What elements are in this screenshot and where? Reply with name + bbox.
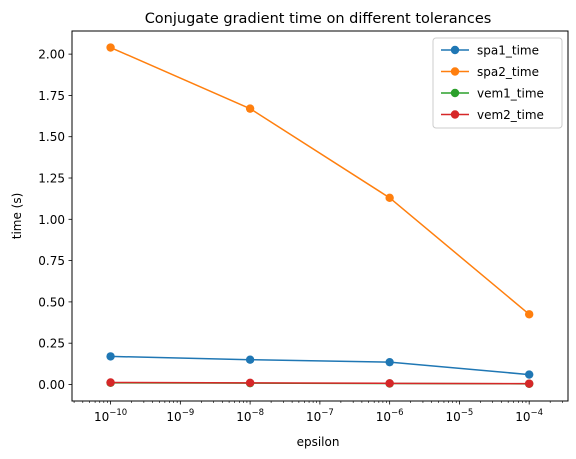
x-tick-base: 10 (236, 410, 251, 424)
x-tick-exponent: −6 (391, 408, 404, 418)
x-tick-exponent: −7 (321, 408, 334, 418)
y-tick-label: 1.50 (38, 130, 65, 144)
data-point (525, 379, 533, 387)
y-tick-label: 0.50 (38, 295, 65, 309)
data-point (385, 194, 393, 202)
legend-label: vem2_time (477, 108, 544, 122)
chart-title: Conjugate gradient time on different tol… (145, 11, 492, 27)
data-point (385, 379, 393, 387)
data-point (525, 370, 533, 378)
x-tick-exponent: −10 (109, 408, 127, 418)
legend-marker (451, 89, 459, 97)
x-tick-exponent: −8 (251, 408, 264, 418)
x-tick-base: 10 (446, 410, 461, 424)
x-tick-exponent: −9 (182, 408, 195, 418)
data-point (525, 310, 533, 318)
x-tick-base: 10 (515, 410, 530, 424)
y-tick-label: 0.00 (38, 378, 65, 392)
data-point (106, 352, 114, 360)
y-axis-title: time (s) (10, 193, 24, 240)
x-tick-base: 10 (306, 410, 321, 424)
data-point (106, 43, 114, 51)
legend-label: spa1_time (477, 44, 539, 58)
legend-label: vem1_time (477, 87, 544, 101)
y-tick-label: 1.00 (38, 213, 65, 227)
x-tick-exponent: −4 (531, 408, 544, 418)
x-tick-exponent: −5 (461, 408, 474, 418)
data-point (385, 358, 393, 366)
data-point (246, 379, 254, 387)
x-tick-base: 10 (94, 410, 109, 424)
y-tick-label: 0.75 (38, 254, 65, 268)
data-point (106, 378, 114, 386)
y-tick-label: 2.00 (38, 48, 65, 62)
y-tick-label: 0.25 (38, 337, 65, 351)
x-tick-base: 10 (376, 410, 391, 424)
legend-marker (451, 110, 459, 118)
y-tick-label: 1.75 (38, 89, 65, 103)
x-tick-base: 10 (166, 410, 181, 424)
data-point (246, 356, 254, 364)
legend-label: spa2_time (477, 65, 539, 79)
y-tick-label: 1.25 (38, 172, 65, 186)
legend-marker (451, 46, 459, 54)
x-axis-title: epsilon (297, 435, 340, 449)
legend-marker (451, 67, 459, 75)
legend: spa1_time spa2_time vem1_time vem2_time (433, 38, 562, 128)
data-point (246, 104, 254, 112)
